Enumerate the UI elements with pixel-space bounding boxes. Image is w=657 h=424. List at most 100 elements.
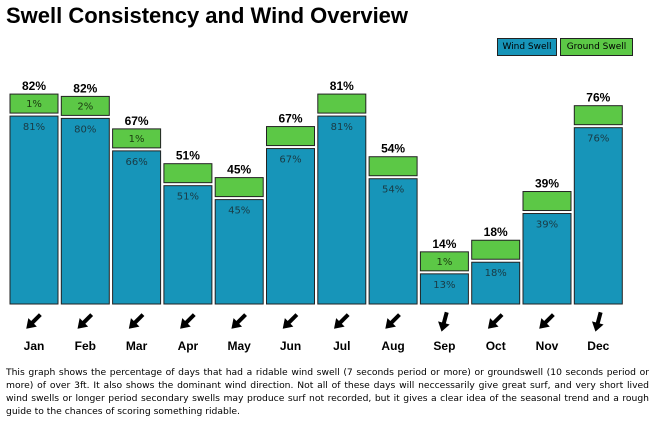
wind-swell-value-label: 54% [382, 185, 404, 196]
wind-swell-value-label: 39% [536, 220, 558, 231]
total-percentage-label: 81% [330, 79, 354, 93]
total-percentage-label: 54% [381, 142, 405, 156]
wind-swell-bar [317, 115, 367, 305]
total-percentage-label: 82% [73, 81, 97, 95]
total-percentage-label: 67% [278, 112, 302, 126]
wind-swell-value-label: 81% [23, 122, 45, 133]
wind-swell-value-label: 80% [74, 124, 96, 135]
arrow-shaft [595, 311, 603, 326]
arrow-head [128, 318, 140, 329]
wind-swell-bar [214, 199, 264, 305]
ground-swell-bar [266, 126, 315, 147]
arrow-southwest-icon [26, 313, 42, 329]
arrow-shaft [441, 311, 449, 326]
arrow-southwest-icon [334, 313, 350, 329]
arrow-southwest-icon [487, 313, 504, 329]
wind-swell-bar [163, 185, 213, 305]
arrow-shaft [491, 313, 504, 326]
wind-swell-bar [368, 178, 418, 305]
swell-chart: 81% 1% 82% Jan 80% 2% 82% Feb 66% 1% 67% Mar 51% 51% A… [9, 79, 623, 353]
ground-swell-bar [214, 177, 264, 198]
month-label: Aug [381, 339, 404, 353]
total-percentage-label: 18% [484, 225, 508, 239]
ground-swell-bar [573, 105, 623, 126]
arrow-shaft [542, 313, 555, 326]
wind-swell-value-label: 18% [485, 268, 507, 279]
arrow-head [334, 318, 345, 329]
arrow-south-icon [591, 311, 604, 332]
arrow-head [487, 318, 499, 329]
arrow-head [77, 318, 89, 329]
month-label: Dec [587, 339, 609, 353]
wind-swell-value-label: 45% [228, 206, 250, 217]
ground-swell-value-label: 1% [436, 257, 452, 268]
arrow-southwest-icon [180, 313, 196, 329]
wind-swell-value-label: 13% [433, 280, 455, 291]
wind-swell-value-label: 67% [279, 155, 301, 166]
ground-swell-bar [471, 239, 521, 260]
wind-swell-value-label: 76% [587, 134, 609, 145]
total-percentage-label: 67% [125, 114, 149, 128]
total-percentage-label: 39% [535, 177, 559, 191]
ground-swell-value-label: 1% [129, 134, 145, 145]
arrow-head [26, 318, 37, 329]
wind-swell-bar [522, 213, 572, 305]
arrow-southwest-icon [539, 313, 555, 329]
month-label: Oct [486, 339, 506, 353]
arrow-shaft [81, 313, 94, 326]
arrow-southwest-icon [77, 313, 94, 329]
ground-swell-bar [522, 191, 572, 212]
wind-swell-value-label: 51% [177, 192, 199, 203]
month-label: Mar [126, 339, 148, 353]
ground-swell-bar [163, 163, 213, 184]
arrow-south-icon [438, 311, 450, 332]
month-label: Feb [75, 339, 96, 353]
month-label: Nov [536, 339, 559, 353]
chart-description: This graph shows the percentage of days … [6, 367, 649, 417]
chart-title: Swell Consistency and Wind Overview [6, 3, 409, 28]
arrow-southwest-icon [282, 313, 299, 329]
wind-swell-bar [419, 273, 469, 305]
arrow-shaft [337, 313, 350, 326]
arrow-head [539, 318, 550, 329]
ground-swell-bar [419, 251, 469, 272]
month-label: Jan [24, 339, 45, 353]
arrow-southwest-icon [231, 313, 247, 329]
arrow-head [282, 318, 294, 329]
wind-swell-value-label: 81% [331, 122, 353, 133]
wind-swell-value-label: 66% [125, 157, 147, 168]
month-label: Sep [433, 339, 455, 353]
total-percentage-label: 76% [586, 91, 610, 105]
ground-swell-bar [112, 128, 162, 149]
total-percentage-label: 51% [176, 149, 200, 163]
arrow-shaft [29, 313, 42, 326]
month-label: Jul [333, 339, 350, 353]
arrow-southwest-icon [128, 313, 145, 329]
arrow-head [231, 318, 243, 329]
arrow-shaft [234, 313, 247, 326]
wind-swell-bar [573, 127, 623, 305]
wind-swell-bar [471, 261, 521, 305]
total-percentage-label: 82% [22, 79, 46, 93]
arrow-head [180, 318, 191, 329]
arrow-southwest-icon [385, 313, 401, 329]
legend-ground-swell: Ground Swell [560, 38, 633, 56]
month-label: May [228, 339, 252, 353]
arrow-shaft [388, 313, 401, 326]
ground-swell-bar [9, 93, 59, 114]
arrow-head [591, 321, 604, 332]
wind-swell-bar [266, 148, 315, 305]
ground-swell-bar [368, 156, 418, 177]
wind-swell-bar [9, 115, 59, 305]
ground-swell-bar [317, 93, 367, 114]
total-percentage-label: 45% [227, 163, 251, 177]
arrow-head [385, 318, 396, 329]
arrow-shaft [183, 313, 196, 326]
ground-swell-bar [60, 95, 110, 116]
month-label: Apr [178, 339, 199, 353]
month-label: Jun [280, 339, 301, 353]
ground-swell-value-label: 2% [77, 101, 93, 112]
legend-wind-swell: Wind Swell [497, 38, 557, 56]
arrow-shaft [286, 313, 299, 326]
wind-swell-bar [60, 117, 110, 305]
